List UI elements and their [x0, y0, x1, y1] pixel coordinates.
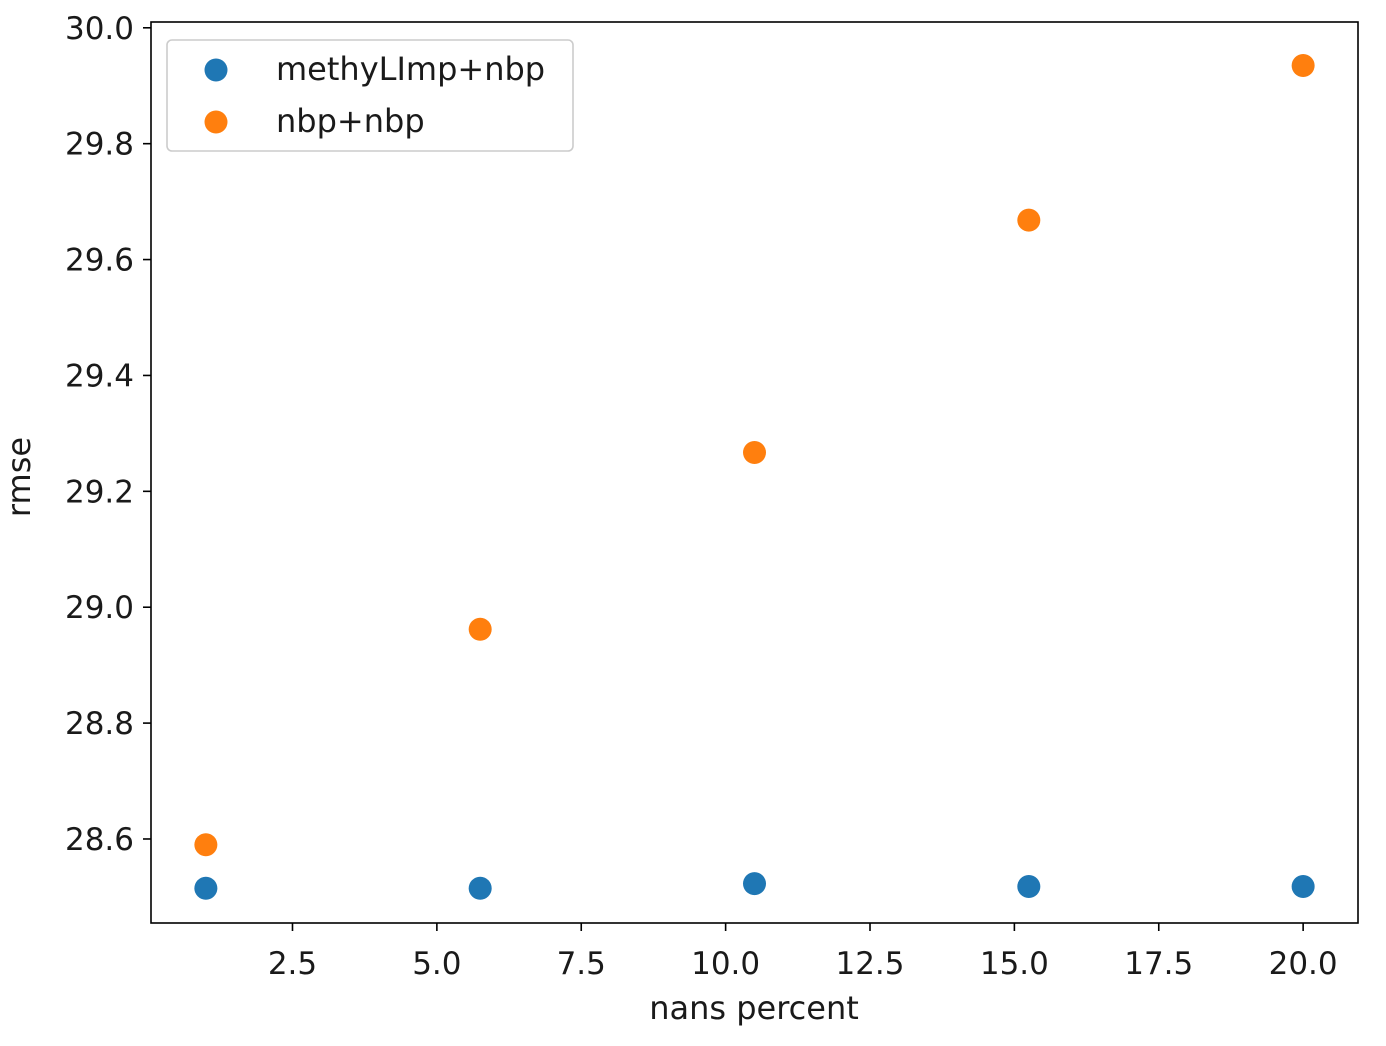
y-tick-label: 29.0: [65, 590, 134, 626]
y-tick-label: 29.4: [65, 358, 134, 394]
x-tick-label: 17.5: [1124, 946, 1193, 982]
x-tick-label: 15.0: [980, 946, 1049, 982]
data-point: [194, 876, 218, 900]
data-point: [468, 617, 492, 641]
legend: methyLImp+nbp nbp+nbp: [166, 39, 574, 152]
x-tick-label: 10.0: [691, 946, 760, 982]
legend-label: nbp+nbp: [276, 102, 425, 140]
y-tick-label: 29.2: [65, 474, 134, 510]
legend-marker: [204, 58, 228, 82]
data-point: [468, 876, 492, 900]
y-tick-label: 28.6: [65, 822, 134, 858]
legend-label: methyLImp+nbp: [276, 50, 545, 88]
data-point: [1291, 874, 1315, 898]
y-axis: 28.6 28.8 29.0 29.2 29.4 29.6 29.8 30.0: [65, 11, 151, 858]
y-tick-label: 30.0: [65, 11, 134, 47]
data-point: [1291, 53, 1315, 77]
x-tick-label: 12.5: [835, 946, 904, 982]
data-point: [743, 441, 766, 465]
plot-frame: [150, 21, 1359, 924]
series-1: [194, 872, 1315, 900]
plot-area: [150, 21, 1359, 924]
x-tick-label: 2.5: [268, 946, 317, 982]
data-point: [1017, 208, 1041, 232]
legend-marker: [204, 110, 228, 134]
x-axis: 2.5 5.0 7.5 10.0 12.5 15.0 17.5 20.0: [268, 923, 1338, 982]
y-tick-label: 29.8: [65, 127, 134, 163]
y-axis-label: rmse: [0, 437, 38, 517]
legend-box: [166, 39, 574, 152]
series-2: [194, 53, 1315, 857]
x-tick-label: 20.0: [1269, 946, 1338, 982]
x-axis-label: nans percent: [649, 989, 859, 1027]
data-point: [743, 872, 766, 896]
x-tick-label: 5.0: [412, 946, 461, 982]
y-tick-label: 28.8: [65, 706, 134, 742]
data-point: [1017, 874, 1041, 898]
x-tick-label: 7.5: [557, 946, 606, 982]
data-point: [194, 833, 218, 857]
y-tick-label: 29.6: [65, 243, 134, 279]
